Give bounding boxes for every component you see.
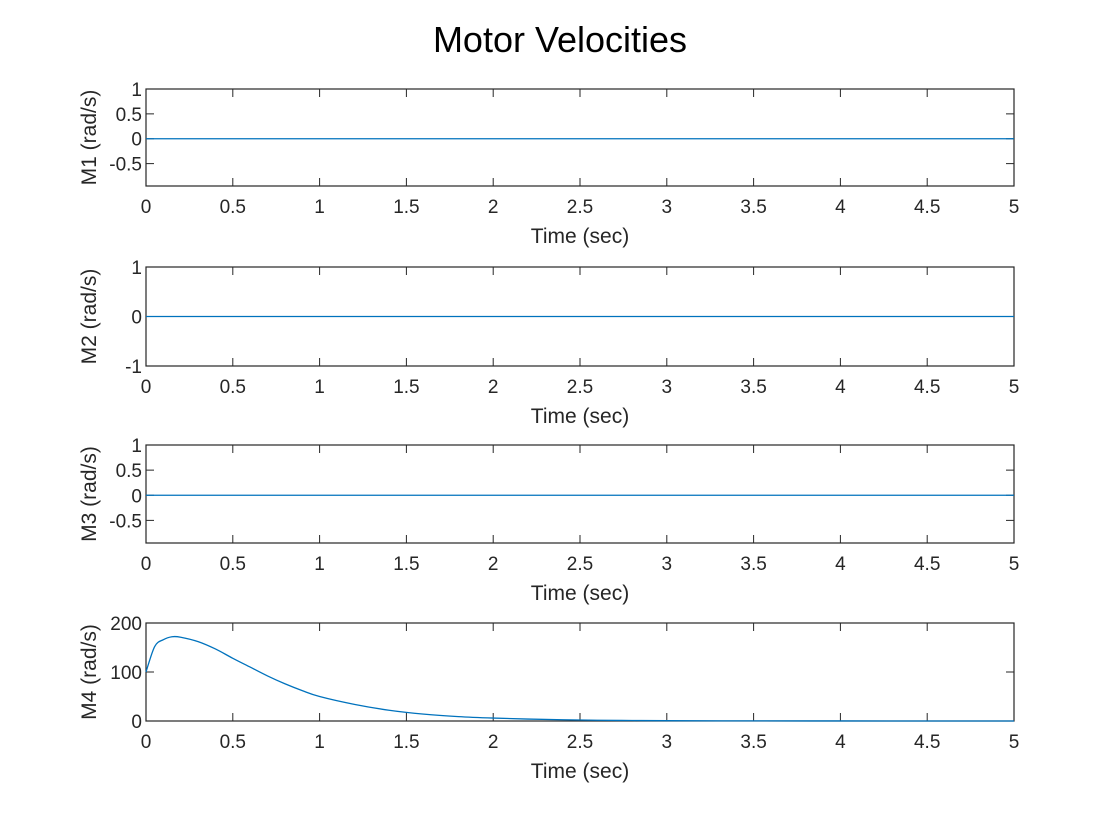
x-tick-label: 1.5 [393,377,419,398]
x-tick-label: 3 [662,554,673,575]
x-tick-label: 4.5 [914,377,940,398]
x-tick-label: 2 [488,197,499,218]
x-tick-label: 1 [314,377,325,398]
x-tick-label: 0.5 [220,732,246,753]
x-tick-label: 0.5 [220,197,246,218]
x-tick-label: 5 [1009,377,1020,398]
x-tick-label: 3 [662,732,673,753]
x-tick-label: 4 [835,377,846,398]
x-tick-label: 2 [488,732,499,753]
x-axis-label: Time (sec) [531,225,629,248]
plot-area-1 [145,88,1015,187]
y-tick-label: 0 [131,308,142,329]
x-tick-label: 2.5 [567,554,593,575]
plot-area-3 [145,444,1015,544]
y-axis-label: M3 (rad/s) [78,446,101,542]
x-tick-label: 2 [488,377,499,398]
x-tick-label: 4 [835,554,846,575]
x-tick-label: 3 [662,377,673,398]
subplot-1: 0 0.5 1 1.5 2 2.5 3 3.5 4 4.5 5 1 0.5 0 -0.5 Time (sec)… [78,80,1019,248]
x-tick-label: 2.5 [567,377,593,398]
x-tick-label: 2.5 [567,732,593,753]
x-tick-label: 0 [141,554,152,575]
x-tick-label: 0.5 [220,377,246,398]
y-tick-label: -0.5 [109,511,142,532]
y-tick-label: -1 [125,357,142,378]
x-tick-label: 3.5 [740,377,766,398]
x-tick-label: 1 [314,554,325,575]
x-axis-label: Time (sec) [531,760,629,783]
y-tick-label: 0 [131,486,142,507]
plot-area-4 [145,622,1015,722]
x-tick-label: 4.5 [914,197,940,218]
y-tick-label: 0 [131,712,142,733]
x-tick-label: 0 [141,732,152,753]
y-tick-label: 0.5 [116,105,142,126]
y-tick-label: 0 [131,130,142,151]
x-tick-label: 1.5 [393,554,419,575]
y-tick-label: 1 [131,80,142,101]
y-tick-label: 200 [110,614,142,635]
x-tick-label: 3.5 [740,732,766,753]
x-tick-label: 3.5 [740,554,766,575]
x-axis-label: Time (sec) [531,405,629,428]
x-tick-label: 0 [141,377,152,398]
y-axis-label: M4 (rad/s) [78,624,101,720]
subplot-4: 0 0.5 1 1.5 2 2.5 3 3.5 4 4.5 5 200 100 0 Time (sec) M4… [78,614,1019,783]
figure-title: Motor Velocities [433,19,687,60]
x-axis-label: Time (sec) [531,582,629,605]
x-tick-label: 4 [835,732,846,753]
x-tick-label: 5 [1009,197,1020,218]
x-tick-label: 5 [1009,554,1020,575]
y-tick-label: 1 [131,258,142,279]
x-tick-label: 1.5 [393,732,419,753]
x-tick-label: 0 [141,197,152,218]
y-axis-label: M1 (rad/s) [78,90,101,186]
subplot-3: 0 0.5 1 1.5 2 2.5 3 3.5 4 4.5 5 1 0.5 0 -0.5 Time (sec)… [78,436,1019,605]
x-tick-label: 2.5 [567,197,593,218]
y-tick-label: 0.5 [116,461,142,482]
y-tick-label: -0.5 [109,155,142,176]
x-tick-label: 4.5 [914,732,940,753]
y-tick-label: 1 [131,436,142,457]
x-tick-label: 2 [488,554,499,575]
x-tick-label: 1.5 [393,197,419,218]
x-tick-label: 3 [662,197,673,218]
y-tick-label: 100 [110,663,142,684]
series-line-4 [145,635,1015,722]
x-tick-label: 1 [314,732,325,753]
x-tick-label: 4.5 [914,554,940,575]
y-axis-label: M2 (rad/s) [78,269,101,365]
x-tick-label: 5 [1009,732,1020,753]
x-tick-label: 0.5 [220,554,246,575]
x-tick-label: 3.5 [740,197,766,218]
x-tick-label: 1 [314,197,325,218]
x-tick-label: 4 [835,197,846,218]
